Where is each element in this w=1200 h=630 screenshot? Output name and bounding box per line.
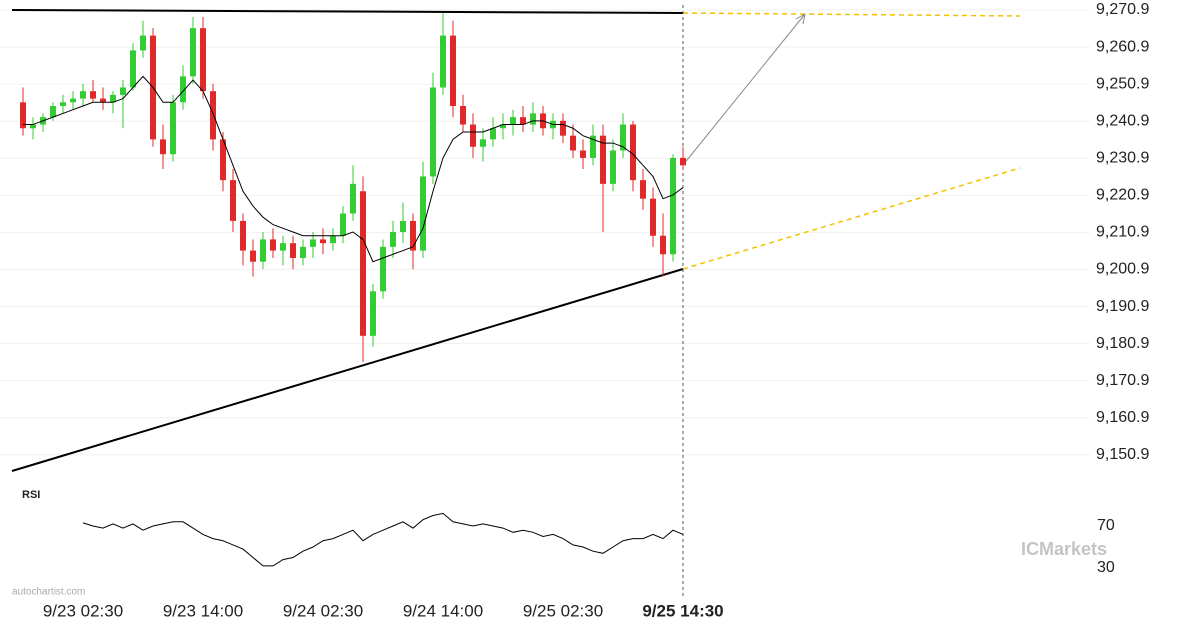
x-tick-label: 9/24 14:00 xyxy=(403,601,483,620)
y-tick-label: 9,160.9 xyxy=(1096,409,1149,426)
candle-body xyxy=(650,198,656,236)
candle-body xyxy=(520,117,526,125)
candle-body xyxy=(190,28,196,77)
candle-body xyxy=(210,91,216,140)
x-tick-label: 9/23 02:30 xyxy=(43,601,123,620)
candle-body xyxy=(420,176,426,251)
candle-body xyxy=(440,35,446,88)
candle-body xyxy=(350,183,356,214)
candle-body xyxy=(490,128,496,140)
moving-average-line xyxy=(23,75,684,263)
candle-body xyxy=(340,213,346,236)
candle-body xyxy=(630,124,636,181)
arrow-head xyxy=(795,13,806,25)
candle-body xyxy=(610,150,616,184)
candle-body xyxy=(660,235,666,255)
candle-body xyxy=(130,50,136,88)
candle-body xyxy=(250,250,256,262)
y-tick-label: 9,200.9 xyxy=(1096,261,1149,278)
x-tick-label: 9/23 14:00 xyxy=(163,601,243,620)
candle-body xyxy=(200,28,206,92)
x-tick-label: 9/24 02:30 xyxy=(283,601,363,620)
candle-body xyxy=(100,98,106,103)
candle-body xyxy=(70,98,76,103)
y-tick-label: 9,220.9 xyxy=(1096,187,1149,204)
pattern-lines xyxy=(11,5,1021,598)
forecast-arrow xyxy=(682,13,806,166)
source-watermark: autochartist.com xyxy=(12,587,85,598)
candle-body xyxy=(60,102,66,107)
y-tick-label: 9,240.9 xyxy=(1096,112,1149,129)
y-tick-label: 30 xyxy=(1097,559,1115,576)
x-tick-label: 9/25 02:30 xyxy=(523,601,603,620)
candle-body xyxy=(330,235,336,244)
candle-body xyxy=(220,139,226,181)
candle-body xyxy=(120,87,126,95)
candle-body xyxy=(360,191,366,336)
candle-body xyxy=(400,220,406,233)
y-tick-label: 9,230.9 xyxy=(1096,149,1149,166)
y-tick-label: 70 xyxy=(1097,517,1115,534)
candle-body xyxy=(300,246,306,258)
rsi-title: RSI xyxy=(22,489,40,501)
candle-body xyxy=(580,150,586,158)
y-tick-label: 9,270.9 xyxy=(1096,1,1149,18)
y-tick-label: 9,180.9 xyxy=(1096,335,1149,352)
candle-body xyxy=(370,291,376,336)
candle-body xyxy=(80,91,86,99)
candle-body xyxy=(410,220,416,251)
y-tick-label: 9,260.9 xyxy=(1096,38,1149,55)
candle-body xyxy=(640,180,646,199)
candle-body xyxy=(430,87,436,177)
candle-body xyxy=(380,246,386,292)
candle-body xyxy=(260,239,266,262)
candle-body xyxy=(560,120,566,136)
candle-body xyxy=(470,124,476,147)
candle-body xyxy=(90,91,96,99)
resistance-line xyxy=(11,9,684,14)
x-tick-label: 9/25 14:30 xyxy=(642,601,723,620)
y-tick-label: 9,190.9 xyxy=(1096,298,1149,315)
candle-body xyxy=(20,102,26,129)
candle-body xyxy=(530,113,536,125)
y-tick-label: 9,150.9 xyxy=(1096,446,1149,463)
candle-body xyxy=(310,239,316,247)
y-tick-label: 9,210.9 xyxy=(1096,224,1149,241)
candle-body xyxy=(30,124,36,129)
candle-body xyxy=(570,135,576,151)
projection-line xyxy=(682,167,1021,270)
y-tick-label: 9,250.9 xyxy=(1096,75,1149,92)
y-tick-label: 9,170.9 xyxy=(1096,372,1149,389)
candle-body xyxy=(450,35,456,107)
candle-body xyxy=(170,102,176,155)
candle-body xyxy=(110,94,116,103)
rsi-line xyxy=(82,512,684,567)
candle-body xyxy=(620,124,626,151)
logo-watermark: ICMarkets xyxy=(1021,539,1107,559)
candle-body xyxy=(50,106,56,118)
candle-body xyxy=(670,157,676,255)
candle-body xyxy=(510,117,516,125)
candle-body xyxy=(390,232,396,247)
candle-body xyxy=(460,106,466,125)
candle-body xyxy=(680,157,686,166)
candle-body xyxy=(320,239,326,244)
candle-body xyxy=(140,35,146,51)
candle-body xyxy=(480,139,486,147)
candle-body xyxy=(290,243,296,258)
candle-body xyxy=(500,124,506,129)
candle-body xyxy=(240,220,246,251)
support-line xyxy=(11,268,684,472)
candle-body xyxy=(590,135,596,158)
candle-body xyxy=(160,139,166,155)
projection-line xyxy=(682,12,1021,17)
candle-body xyxy=(280,243,286,251)
candle-body xyxy=(230,180,236,221)
candle-body xyxy=(600,135,606,184)
candle-body xyxy=(270,239,276,251)
candle-body xyxy=(180,76,186,103)
